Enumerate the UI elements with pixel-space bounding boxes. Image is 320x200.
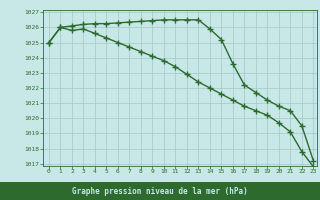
Text: Graphe pression niveau de la mer (hPa): Graphe pression niveau de la mer (hPa): [72, 186, 248, 196]
